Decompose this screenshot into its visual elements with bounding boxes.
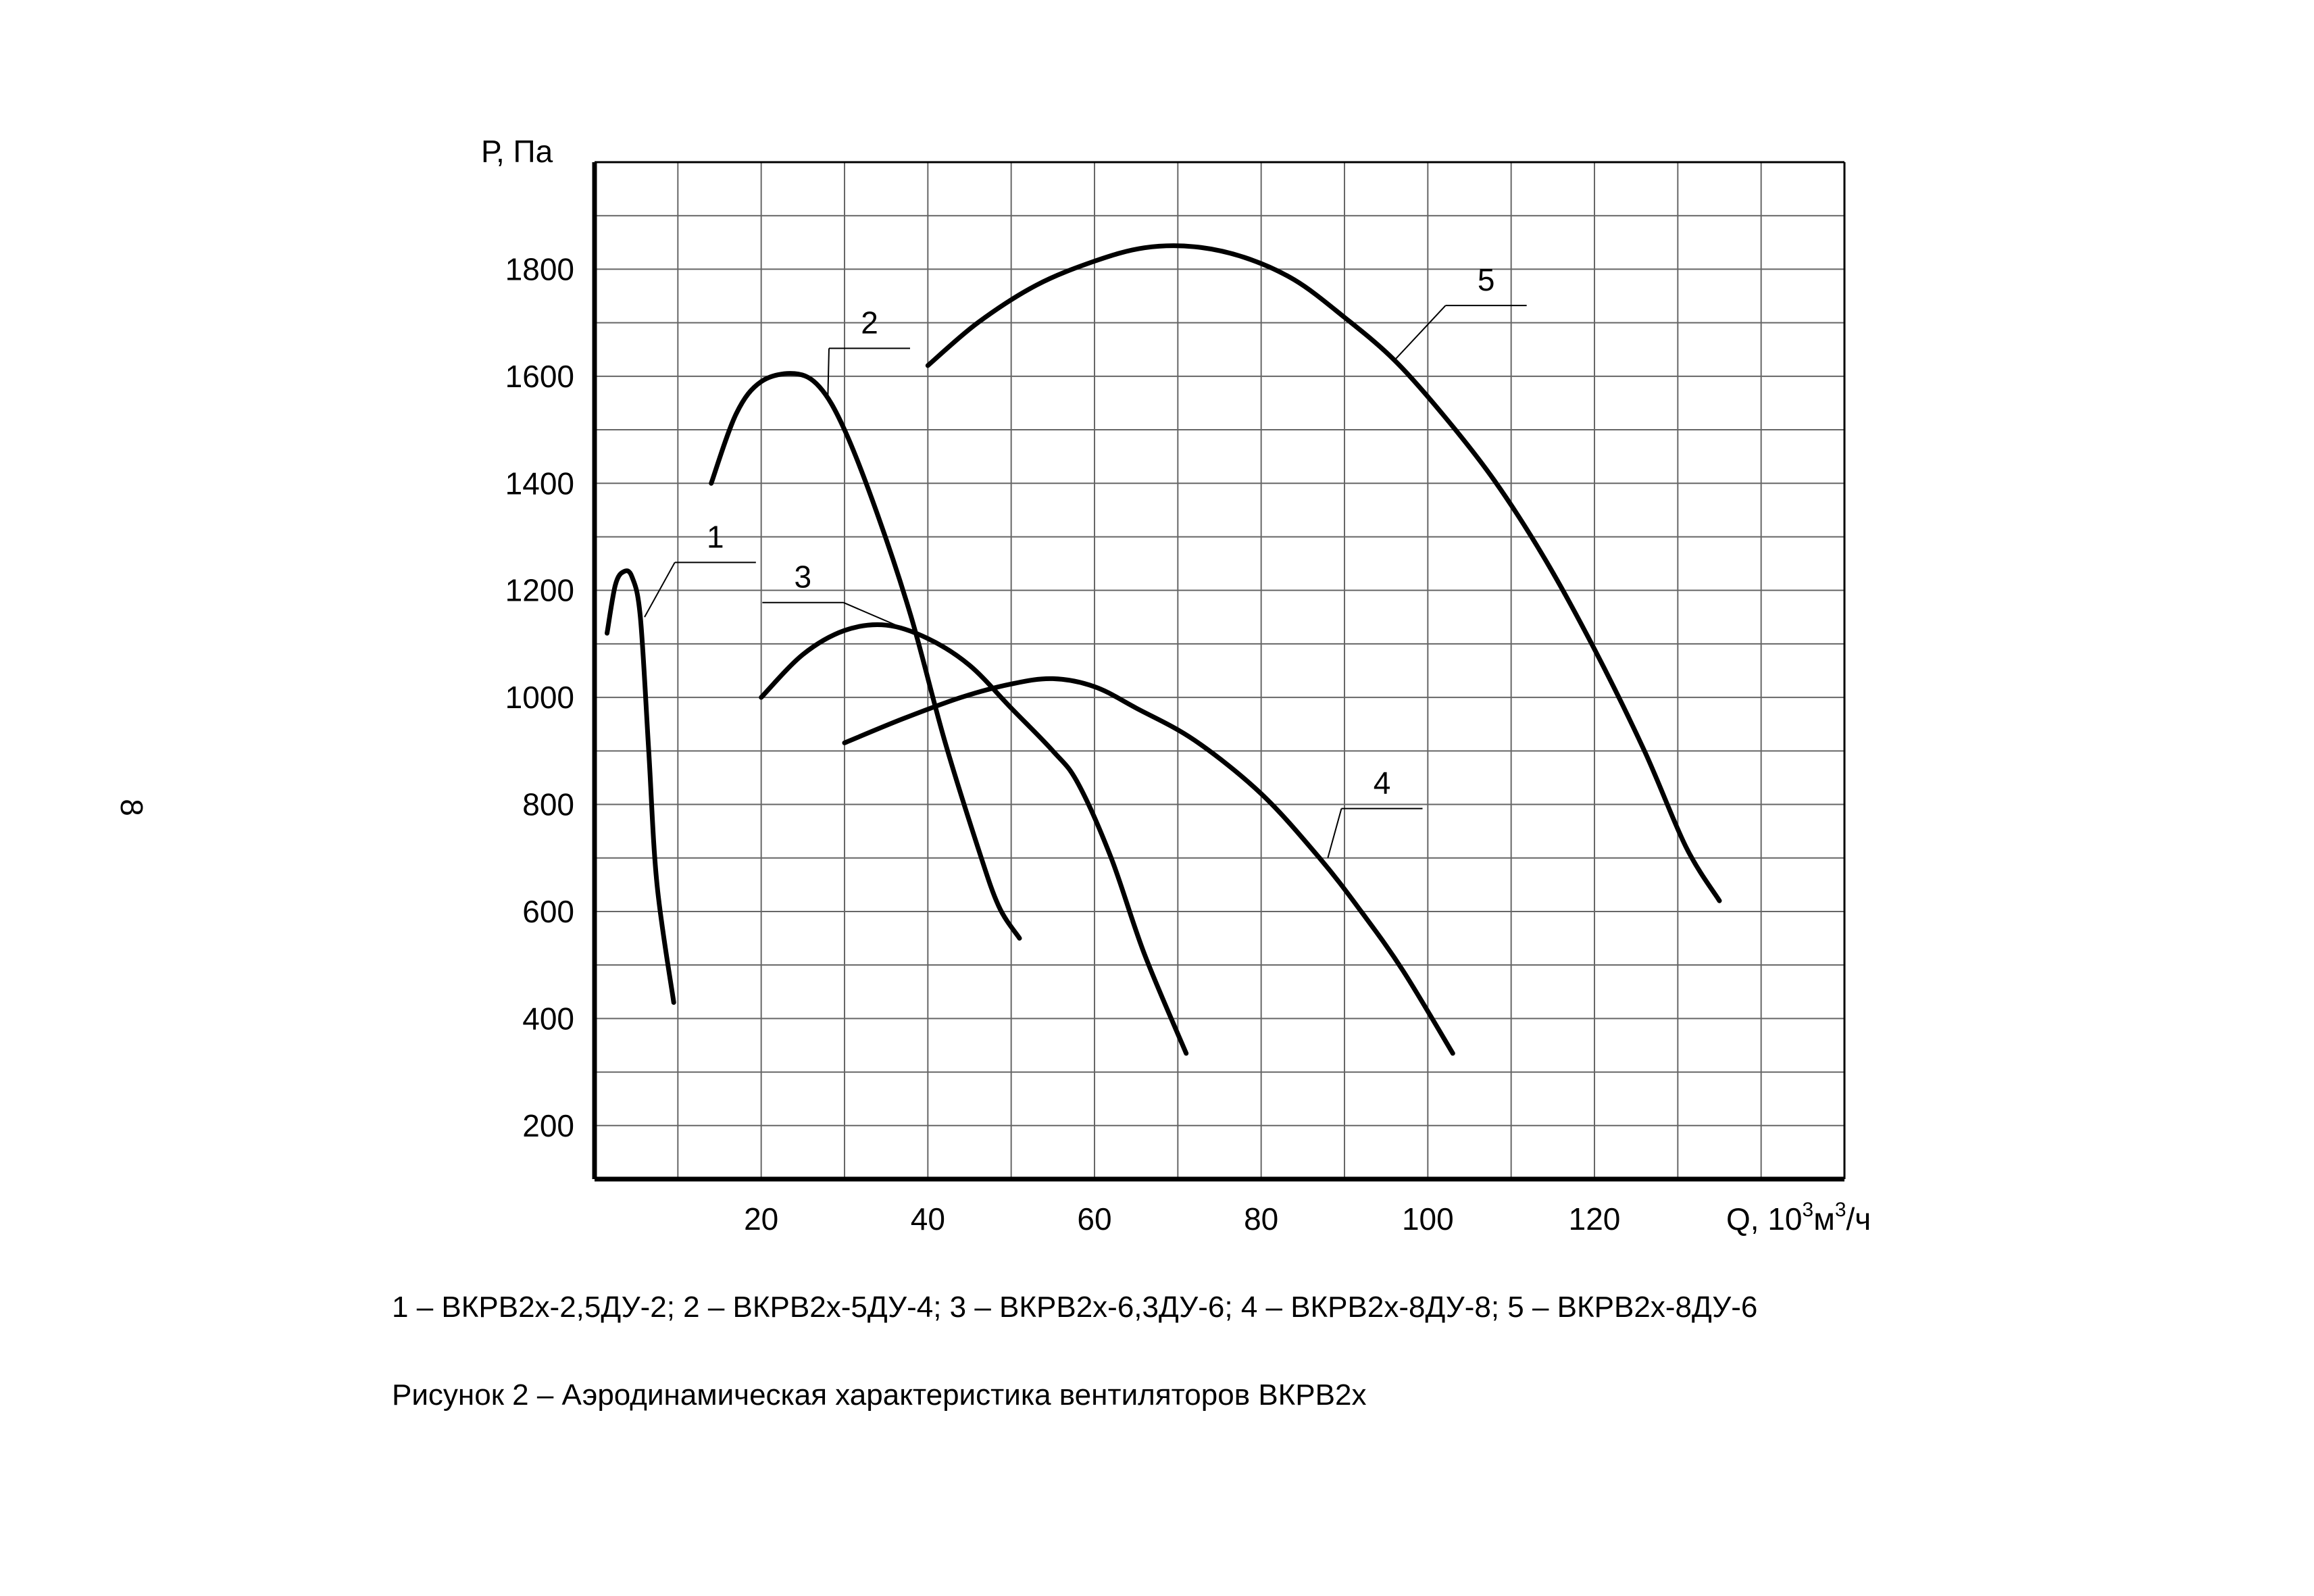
x-tick-label-80: 80: [1244, 1201, 1278, 1237]
x-tick-label-20: 20: [744, 1201, 778, 1237]
curve-label-5: 5: [1478, 262, 1495, 297]
tick-labels: 20 40 60 80 100 120 200 400 600 800 1000 1200 1400 16…: [505, 251, 1621, 1237]
curve-3: [759, 622, 1189, 1056]
curves: [605, 243, 1722, 1056]
curve-leader-5: [1394, 305, 1447, 361]
y-axis-label: Р, Па: [481, 134, 553, 169]
axes: [592, 161, 1846, 1182]
curve-1: [605, 568, 676, 1005]
y-tick-label-1200: 1200: [505, 573, 574, 608]
x-axis-label-mid: м: [1813, 1201, 1835, 1237]
y-tick-label-1800: 1800: [505, 251, 574, 286]
x-tick-label-120: 120: [1569, 1201, 1621, 1237]
y-tick-label-400: 400: [522, 1001, 574, 1036]
curve-2: [709, 371, 1022, 941]
x-axis-label-sup2: 3: [1835, 1199, 1846, 1221]
curve-5: [925, 243, 1722, 903]
y-tick-label-800: 800: [522, 787, 574, 822]
y-tick-label-1600: 1600: [505, 359, 574, 394]
x-axis-label: Q, 103м3/ч: [1726, 1199, 1871, 1237]
curve-4: [842, 676, 1455, 1056]
x-tick-label-100: 100: [1402, 1201, 1454, 1237]
x-axis-label-tail: /ч: [1846, 1201, 1871, 1237]
y-tick-label-1000: 1000: [505, 680, 574, 715]
curve-leader-4: [1327, 808, 1342, 859]
curve-annotations: 1 2 3 4 5: [644, 262, 1527, 859]
y-tick-label-600: 600: [522, 894, 574, 929]
curve-label-1: 1: [707, 519, 724, 554]
curve-label-2: 2: [861, 305, 878, 340]
figure-caption: Рисунок 2 – Аэродинамическая характерист…: [392, 1378, 1367, 1412]
curve-leader-1: [644, 562, 676, 618]
legend-text: 1 – ВКРВ2х-2,5ДУ-2; 2 – ВКРВ2х-5ДУ-4; 3 …: [392, 1291, 1758, 1324]
curve-leader-3: [842, 601, 920, 637]
x-tick-label-60: 60: [1077, 1201, 1111, 1237]
grid: [595, 162, 1844, 1179]
y-tick-label-1400: 1400: [505, 466, 574, 501]
y-tick-label-200: 200: [522, 1108, 574, 1143]
x-axis-label-sup1: 3: [1803, 1199, 1814, 1221]
curve-label-4: 4: [1374, 766, 1391, 801]
curve-label-3: 3: [795, 559, 812, 595]
curve-leader-2: [827, 348, 830, 398]
x-tick-label-40: 40: [911, 1201, 945, 1237]
x-axis-label-base: Q, 10: [1726, 1201, 1803, 1237]
